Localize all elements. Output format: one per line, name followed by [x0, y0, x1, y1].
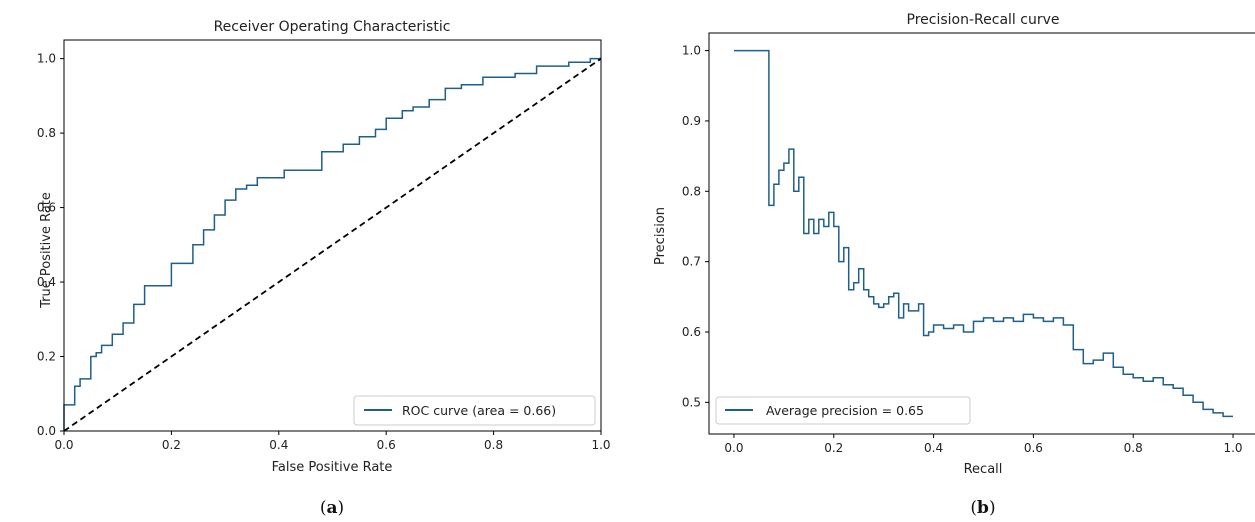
pr-curve-line — [734, 49, 1233, 418]
pr-legend-box — [715, 396, 971, 425]
pr-panel: Precision-Recall curve 0.0 0.2 0.4 0.6 0.8 1.… — [653, 12, 1255, 518]
pr-x-tick-label-1: 0.2 — [824, 441, 843, 455]
pr-y-tick-label-4: 0.9 — [682, 114, 701, 128]
pr-y-tick-label-0: 0.5 — [682, 395, 701, 409]
pr-y-tick-label-2: 0.7 — [682, 255, 701, 269]
roc-legend-box — [353, 395, 596, 426]
pr-ticks: 0.0 0.2 0.4 0.6 0.8 1.0 0.5 0.6 0.7 0.8 0.9 1.0 — [682, 44, 1243, 455]
caption-b-letter: b — [977, 498, 989, 518]
caption-b: (b) — [970, 498, 995, 518]
pr-x-tick-label-3: 0.6 — [1024, 441, 1043, 455]
roc-chance-diagonal-line — [63, 57, 602, 432]
roc-x-tick-label-5: 1.0 — [591, 438, 610, 452]
roc-y-axis-label: True Positive Rate — [39, 192, 54, 309]
roc-panel: Receiver Operating Characteristic 0.0 0.2… — [37, 19, 611, 518]
roc-curve-line — [63, 57, 601, 431]
roc-plot-frame — [63, 39, 602, 432]
roc-y-tick-label-0: 0.0 — [37, 424, 56, 438]
pr-y-tick-label-3: 0.8 — [682, 184, 701, 198]
roc-legend: ROC curve (area = 0.66) — [353, 395, 596, 426]
roc-series — [63, 57, 602, 432]
pr-y-tick-label-5: 1.0 — [682, 44, 701, 58]
roc-y-tick-label-4: 0.8 — [37, 126, 56, 140]
roc-title: Receiver Operating Characteristic — [214, 19, 451, 35]
roc-legend-label: ROC curve (area = 0.66) — [402, 403, 556, 418]
roc-y-tick-label-1: 0.2 — [37, 350, 56, 364]
pr-x-tick-label-4: 0.8 — [1124, 441, 1143, 455]
roc-ticks: 0.0 0.2 0.4 0.6 0.8 1.0 0.0 0.2 0.4 0.6 0.8 1.0 — [37, 52, 611, 452]
pr-plot-frame — [708, 32, 1255, 435]
roc-x-tick-label-3: 0.6 — [377, 438, 396, 452]
roc-x-tick-label-4: 0.8 — [484, 438, 503, 452]
caption-a-close: ) — [338, 498, 345, 518]
caption-b-open: ( — [970, 498, 977, 518]
pr-series — [734, 49, 1233, 418]
pr-legend: Average precision = 0.65 — [715, 396, 971, 425]
roc-x-axis-label: False Positive Rate — [272, 460, 393, 475]
pr-legend-label: Average precision = 0.65 — [766, 403, 924, 418]
pr-x-tick-label-0: 0.0 — [724, 441, 743, 455]
pr-x-axis-label: Recall — [964, 462, 1003, 477]
pr-y-axis-label: Precision — [653, 207, 668, 265]
roc-x-tick-label-2: 0.4 — [269, 438, 288, 452]
pr-title: Precision-Recall curve — [907, 12, 1060, 28]
roc-y-tick-label-5: 1.0 — [37, 52, 56, 66]
roc-y-tick-label-2: 0.4 — [37, 275, 56, 289]
pr-x-tick-label-5: 1.0 — [1223, 441, 1242, 455]
caption-a-open: ( — [320, 498, 327, 518]
roc-x-tick-label-1: 0.2 — [162, 438, 181, 452]
caption-a-letter: a — [326, 498, 337, 518]
roc-x-tick-label-0: 0.0 — [54, 438, 73, 452]
pr-y-tick-label-1: 0.6 — [682, 325, 701, 339]
pr-x-tick-label-2: 0.4 — [924, 441, 943, 455]
roc-y-tick-label-3: 0.6 — [37, 201, 56, 215]
caption-b-close: ) — [989, 498, 996, 518]
caption-a: (a) — [320, 498, 344, 518]
